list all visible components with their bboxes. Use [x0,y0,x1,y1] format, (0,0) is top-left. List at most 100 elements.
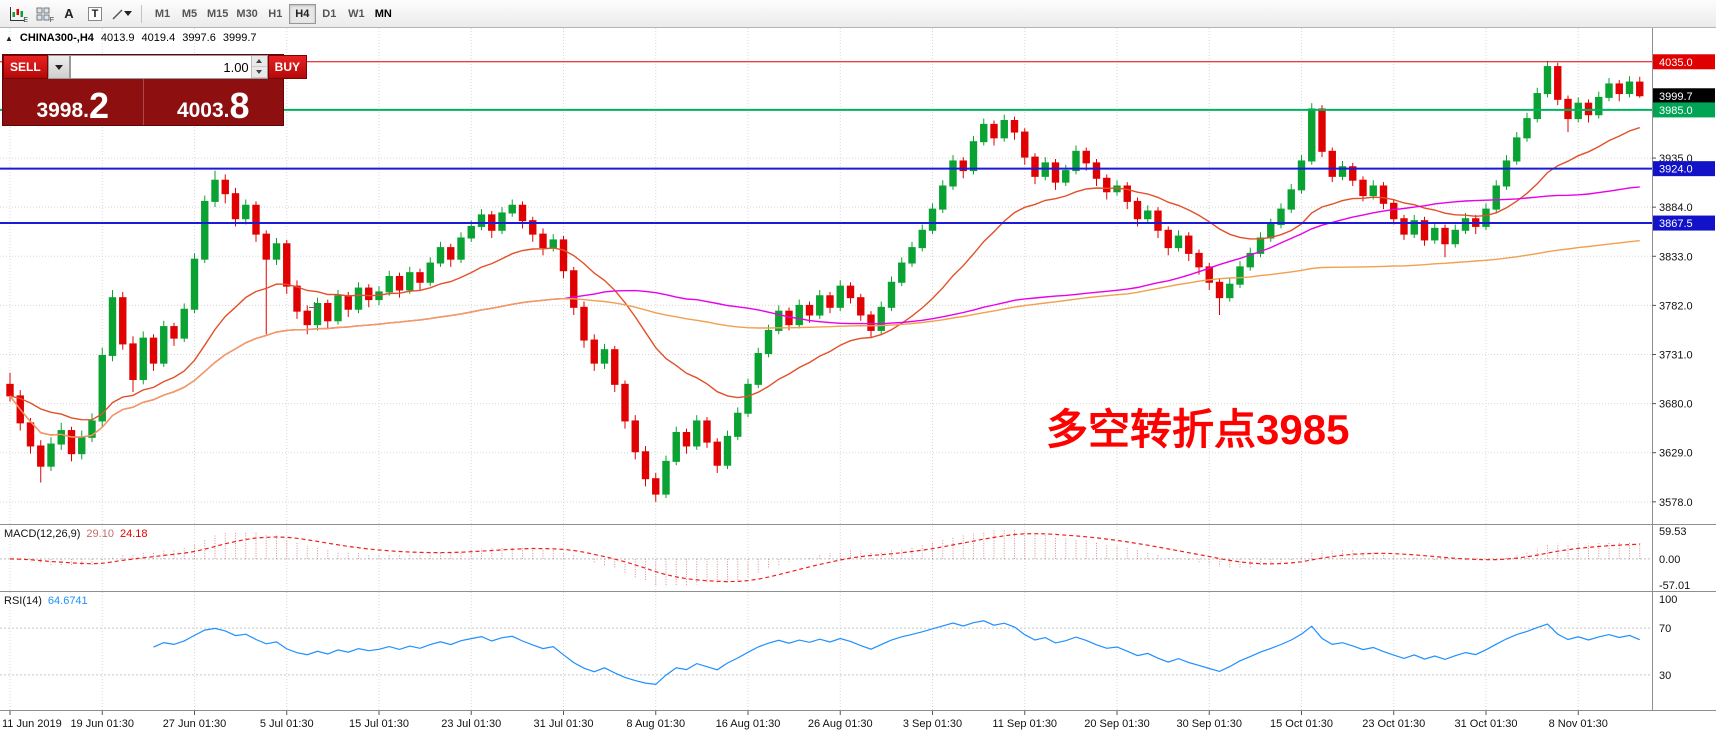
candle [1595,91,1603,119]
trade-controls-row: SELL BUY [3,55,308,79]
candle [795,299,803,329]
candle [570,266,578,316]
price-axis[interactable] [1653,28,1716,710]
candle [713,438,721,473]
candle [1144,205,1152,223]
candle [672,426,680,466]
candle [6,372,14,402]
candle [887,276,896,312]
candle [1390,199,1398,225]
grid-layer [0,28,1652,710]
time-axis[interactable] [0,711,1716,734]
price-badge: 3999.7 [1653,88,1715,104]
candle [313,297,322,331]
candle [324,299,332,329]
timeframe-mn[interactable]: MN [370,4,397,24]
timeframe-w1[interactable]: W1 [343,4,370,24]
candle [211,170,219,208]
timeframe-m30[interactable]: M30 [232,4,261,24]
volume-dropdown-button[interactable] [47,55,70,79]
draw-tool-dropdown-icon[interactable] [108,3,134,25]
candle [231,187,240,227]
candle [908,241,916,267]
macd-signal-value: 24.18 [119,528,148,540]
candle [1072,145,1080,175]
decimal-point: . [83,99,90,122]
candle [559,236,568,279]
candle [160,320,168,368]
time-label: 30 Sep 01:30 [1177,718,1242,730]
chart-canvas[interactable]: 3935.03884.03833.03782.03731.03680.03629… [0,28,1716,734]
candle [1123,182,1131,210]
timeframe-m5[interactable]: M5 [176,4,203,24]
candle [1277,203,1285,229]
candle [252,201,260,242]
timeframe-h1[interactable]: H1 [262,4,289,24]
sell-price-pip: 2 [89,85,110,127]
grid-glyph [36,7,50,20]
macd-name: MACD(12,26,9) [4,528,81,540]
price-tick-label: 3833.0 [1659,251,1693,263]
candle [272,237,281,265]
candle [734,407,742,441]
price-tick-label: 3578.0 [1659,497,1693,509]
candle [1318,105,1326,158]
price-badge: 3985.0 [1653,102,1715,118]
timeframe-h4[interactable]: H4 [288,3,316,24]
candle [826,291,834,314]
candle [1349,162,1357,186]
text-tool-icon[interactable]: T [82,3,108,25]
candle [1092,159,1101,186]
sell-button[interactable]: SELL [3,55,48,79]
buy-price[interactable]: 4003. 8 [142,79,284,125]
candle [816,289,824,319]
timeframe-m15[interactable]: M15 [203,4,232,24]
volume-field [69,55,268,79]
candle [242,199,250,225]
candle [1400,214,1408,240]
candle [1256,232,1265,258]
candle [703,417,711,448]
chart-profile-icon[interactable]: F [30,3,56,25]
candle [1615,80,1623,102]
candle [1082,147,1090,171]
time-label: 11 Jun 2019 [2,718,62,730]
candle [529,216,537,242]
time-label: 31 Oct 01:30 [1455,718,1518,730]
candle [47,437,55,472]
price-tick-label: 3782.0 [1659,300,1693,312]
candle [498,207,506,235]
buy-button[interactable]: BUY [267,55,308,79]
candle [1379,182,1388,210]
candle [877,301,885,335]
oct-expander-icon[interactable]: ▲ [5,33,13,43]
sell-price[interactable]: 3998. 2 [3,79,143,125]
candle [518,201,527,229]
candle [836,280,844,312]
candle [744,378,752,418]
candle [1021,128,1029,165]
candle [621,380,629,429]
volume-decrease-button[interactable] [251,67,267,78]
candle [1287,184,1295,213]
font-icon[interactable]: A [56,3,82,25]
candle [539,228,547,256]
chart-area: 3935.0 3884.0 3833.0 3782.0 3731.0 3680.0 3629… [0,28,1716,734]
timeframe-d1[interactable]: D1 [316,4,343,24]
timeframe-bar: M1 M5 M15 M30 H1 H4 D1 W1 MN [149,3,397,24]
timeframe-m1[interactable]: M1 [149,4,176,24]
candle [149,334,158,371]
candle [918,224,926,252]
candle [1472,214,1480,235]
candle [170,322,178,346]
candle [641,445,650,487]
price-tick-label: 3731.0 [1659,349,1693,361]
time-label: 8 Nov 01:30 [1549,718,1608,730]
candle [457,232,465,264]
volume-increase-button[interactable] [251,56,267,67]
time-scale: 11 Jun 2019 19 Jun 01:30 27 Jun 01:30 5 Jul… [2,711,1608,730]
volume-input[interactable] [70,56,251,78]
candle [898,257,906,287]
new-chart-icon[interactable]: E [4,3,30,25]
